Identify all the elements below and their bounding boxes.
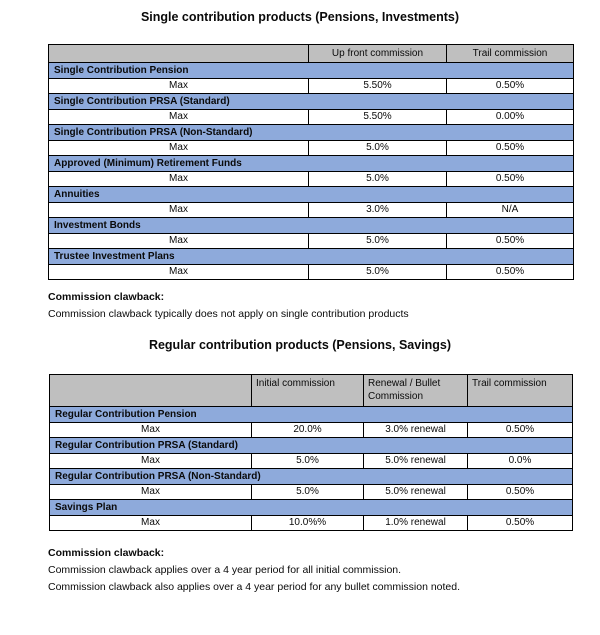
max-row: Max 10.0%% 1.0% renewal 0.50% <box>49 514 573 531</box>
product-name: Savings Plan <box>49 499 573 516</box>
trail-value: 0.50% <box>446 232 574 249</box>
trail-value: 0.50% <box>446 263 574 280</box>
initial-value: 5.0% <box>251 452 364 469</box>
product-row: Trustee Investment Plans <box>48 248 574 265</box>
product-name: Regular Contribution Pension <box>49 406 573 423</box>
single-table-header-row: Up front commission Trail commission <box>48 44 574 63</box>
trail-value: 0.50% <box>467 483 573 500</box>
regular-contribution-table: Initial commission Renewal / Bullet Comm… <box>49 374 573 531</box>
renewal-value: 5.0% renewal <box>363 452 468 469</box>
section1-title: Single contribution products (Pensions, … <box>140 10 460 24</box>
product-row: Annuities <box>48 186 574 203</box>
max-label: Max <box>49 452 252 469</box>
max-row: Max 3.0% N/A <box>48 201 574 218</box>
product-row: Regular Contribution PRSA (Non-Standard) <box>49 468 573 485</box>
renewal-value: 3.0% renewal <box>363 421 468 438</box>
single-contribution-table: Up front commission Trail commission Sin… <box>48 44 574 280</box>
max-row: Max 5.0% 0.50% <box>48 263 574 280</box>
upfront-value: 5.0% <box>308 232 447 249</box>
upfront-value: 5.50% <box>308 77 447 94</box>
blank-header-cell <box>48 44 309 63</box>
max-label: Max <box>48 263 309 280</box>
product-name: Regular Contribution PRSA (Standard) <box>49 437 573 454</box>
max-label: Max <box>48 170 309 187</box>
clawback-heading: Commission clawback: <box>48 291 165 303</box>
trail-value: 0.0% <box>467 452 573 469</box>
upfront-value: 3.0% <box>308 201 447 218</box>
clawback-line: Commission clawback typically does not a… <box>48 308 409 320</box>
clawback-heading: Commission clawback: <box>48 547 165 559</box>
max-row: Max 5.50% 0.00% <box>48 108 574 125</box>
upfront-value: 5.0% <box>308 170 447 187</box>
product-name: Single Contribution PRSA (Non-Standard) <box>48 124 574 141</box>
trail-value: 0.50% <box>446 139 574 156</box>
trail-commission-header: Trail commission <box>467 374 573 407</box>
max-row: Max 5.0% 0.50% <box>48 232 574 249</box>
renewal-bullet-commission-header: Renewal / Bullet Commission <box>363 374 468 407</box>
max-label: Max <box>49 514 252 531</box>
regular-clawback-note: Commission clawback: Commission clawback… <box>48 545 460 596</box>
initial-commission-header: Initial commission <box>251 374 364 407</box>
clawback-line: Commission clawback also applies over a … <box>48 581 461 593</box>
upfront-commission-header: Up front commission <box>308 44 447 63</box>
max-row: Max 5.0% 0.50% <box>48 170 574 187</box>
product-name: Regular Contribution PRSA (Non-Standard) <box>49 468 573 485</box>
renewal-value: 5.0% renewal <box>363 483 468 500</box>
product-name: Annuities <box>48 186 574 203</box>
product-row: Savings Plan <box>49 499 573 516</box>
product-row: Regular Contribution PRSA (Standard) <box>49 437 573 454</box>
product-name: Single Contribution PRSA (Standard) <box>48 93 574 110</box>
trail-value: 0.50% <box>446 170 574 187</box>
product-row: Single Contribution PRSA (Non-Standard) <box>48 124 574 141</box>
product-row: Investment Bonds <box>48 217 574 234</box>
upfront-value: 5.0% <box>308 263 447 280</box>
trail-value: N/A <box>446 201 574 218</box>
max-label: Max <box>49 421 252 438</box>
trail-value: 0.00% <box>446 108 574 125</box>
initial-value: 10.0%% <box>251 514 364 531</box>
product-name: Trustee Investment Plans <box>48 248 574 265</box>
renewal-value: 1.0% renewal <box>363 514 468 531</box>
upfront-value: 5.0% <box>308 139 447 156</box>
blank-header-cell <box>49 374 252 407</box>
product-name: Investment Bonds <box>48 217 574 234</box>
product-row: Approved (Minimum) Retirement Funds <box>48 155 574 172</box>
product-name: Approved (Minimum) Retirement Funds <box>48 155 574 172</box>
max-row: Max 5.0% 5.0% renewal 0.0% <box>49 452 573 469</box>
trail-commission-header: Trail commission <box>446 44 574 63</box>
product-name: Single Contribution Pension <box>48 62 574 79</box>
product-row: Regular Contribution Pension <box>49 406 573 423</box>
max-label: Max <box>48 139 309 156</box>
max-row: Max 5.0% 0.50% <box>48 139 574 156</box>
trail-value: 0.50% <box>446 77 574 94</box>
max-label: Max <box>48 77 309 94</box>
max-row: Max 5.0% 5.0% renewal 0.50% <box>49 483 573 500</box>
initial-value: 20.0% <box>251 421 364 438</box>
max-label: Max <box>48 201 309 218</box>
trail-value: 0.50% <box>467 514 573 531</box>
section2-title: Regular contribution products (Pensions,… <box>148 338 452 352</box>
initial-value: 5.0% <box>251 483 364 500</box>
regular-table-header-row: Initial commission Renewal / Bullet Comm… <box>49 374 573 407</box>
product-row: Single Contribution Pension <box>48 62 574 79</box>
max-row: Max 20.0% 3.0% renewal 0.50% <box>49 421 573 438</box>
max-label: Max <box>48 232 309 249</box>
max-label: Max <box>48 108 309 125</box>
trail-value: 0.50% <box>467 421 573 438</box>
clawback-line: Commission clawback applies over a 4 yea… <box>48 564 402 576</box>
upfront-value: 5.50% <box>308 108 447 125</box>
product-row: Single Contribution PRSA (Standard) <box>48 93 574 110</box>
max-label: Max <box>49 483 252 500</box>
single-clawback-note: Commission clawback: Commission clawback… <box>48 289 409 323</box>
max-row: Max 5.50% 0.50% <box>48 77 574 94</box>
